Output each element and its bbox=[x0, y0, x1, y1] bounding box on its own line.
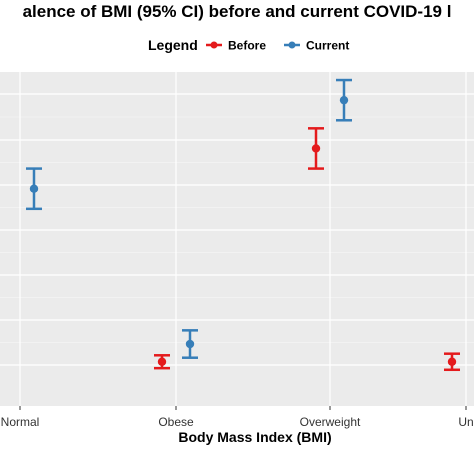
legend-key-point bbox=[210, 41, 218, 49]
legend-title: Legend bbox=[148, 37, 198, 53]
x-tick-labels: Normal Obese Overweight Un bbox=[1, 406, 474, 429]
x-tick-label: Obese bbox=[158, 415, 194, 429]
data-marks bbox=[26, 78, 460, 372]
chart-title: alence of BMI (95% CI) before and curren… bbox=[23, 2, 452, 21]
point-current-obese bbox=[182, 329, 198, 359]
data-point bbox=[185, 339, 195, 349]
data-point bbox=[29, 184, 39, 193]
grid-lines bbox=[0, 72, 474, 411]
data-point bbox=[157, 357, 167, 366]
point-before-overweight bbox=[308, 127, 324, 170]
legend-label: Before bbox=[228, 39, 266, 53]
legend-key-point bbox=[288, 41, 296, 49]
point-before-un bbox=[444, 352, 460, 372]
legend: Legend Before Current bbox=[148, 37, 349, 53]
x-tick-label: Un bbox=[458, 415, 473, 429]
legend-item-before: Before bbox=[206, 39, 266, 53]
x-axis-title: Body Mass Index (BMI) bbox=[178, 429, 331, 445]
legend-label: Current bbox=[306, 39, 349, 53]
data-point bbox=[447, 357, 457, 366]
point-before-obese bbox=[154, 354, 170, 370]
x-tick-label: Overweight bbox=[300, 415, 361, 429]
data-point bbox=[311, 144, 321, 153]
x-tick-label: Normal bbox=[1, 415, 40, 429]
point-current-overweight bbox=[336, 78, 352, 122]
point-current-normal bbox=[26, 167, 42, 211]
legend-item-current: Current bbox=[284, 39, 349, 53]
plot-panel bbox=[0, 72, 474, 406]
data-point bbox=[339, 95, 349, 105]
